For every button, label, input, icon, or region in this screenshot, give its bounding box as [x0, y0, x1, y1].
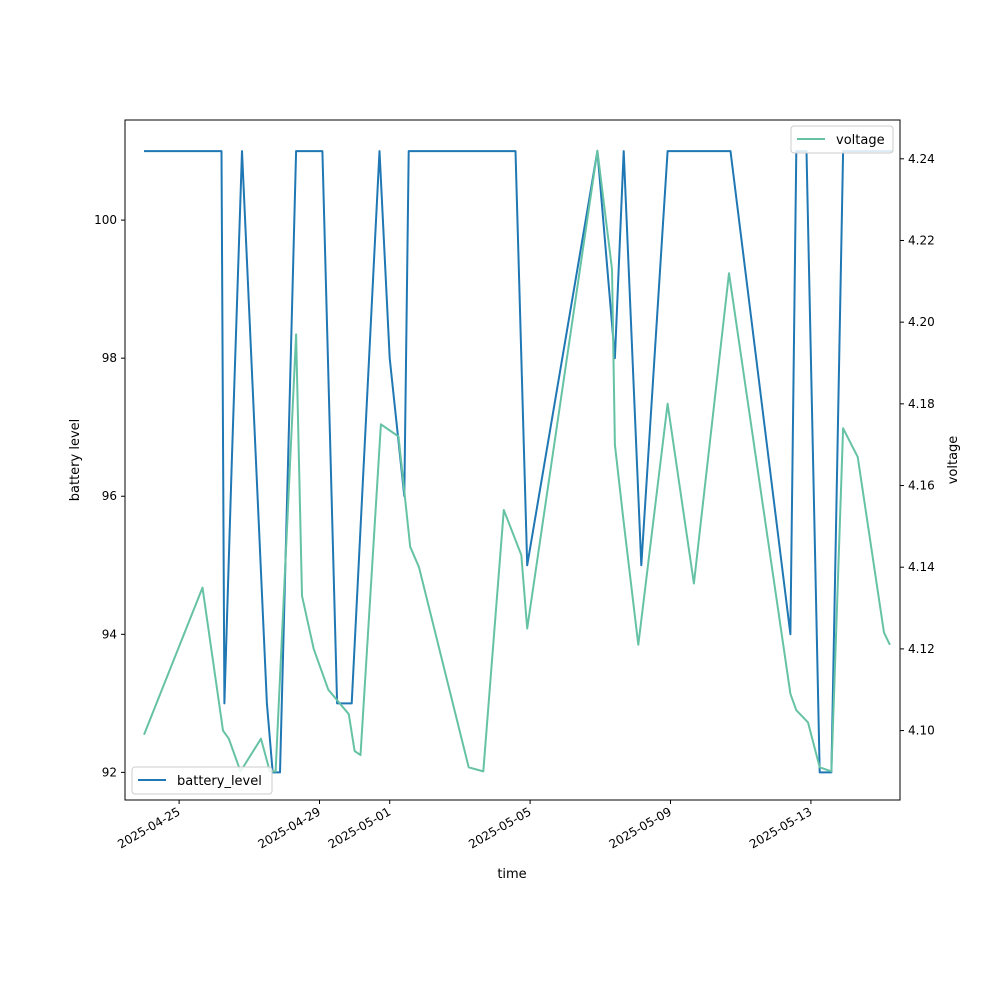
y-tick-label: 92: [102, 765, 117, 779]
y-tick-label: 98: [102, 351, 117, 365]
legend-label: voltage: [836, 133, 885, 148]
y2-tick-label: 4.20: [908, 315, 935, 329]
y2-tick-label: 4.16: [908, 479, 935, 493]
legend-voltage: voltage: [790, 125, 894, 154]
y2-tick-label: 4.12: [908, 642, 935, 656]
series-line-voltage: [143, 149, 891, 773]
plot-frame: [124, 119, 901, 801]
series-line-battery-level: [144, 150, 893, 774]
y-axis-title: battery level: [68, 419, 83, 502]
y2-tick-label: 4.22: [908, 233, 935, 247]
y-tick-label: 96: [102, 489, 117, 503]
y2-tick-label: 4.24: [908, 152, 935, 166]
legend-battery-level: battery_level: [131, 766, 273, 795]
legend-box: [131, 766, 273, 795]
x-axis-title: time: [497, 867, 526, 882]
legend-label: battery_level: [177, 774, 262, 789]
y-tick-label: 100: [94, 213, 117, 227]
y2-tick-label: 4.10: [908, 724, 935, 738]
y2-tick-label: 4.18: [908, 397, 935, 411]
y2-tick-label: 4.14: [908, 560, 935, 574]
y2-axis-title: voltage: [946, 436, 961, 485]
series-layer: [143, 149, 893, 774]
legend-box: [790, 125, 894, 154]
y-tick-label: 94: [102, 627, 117, 641]
